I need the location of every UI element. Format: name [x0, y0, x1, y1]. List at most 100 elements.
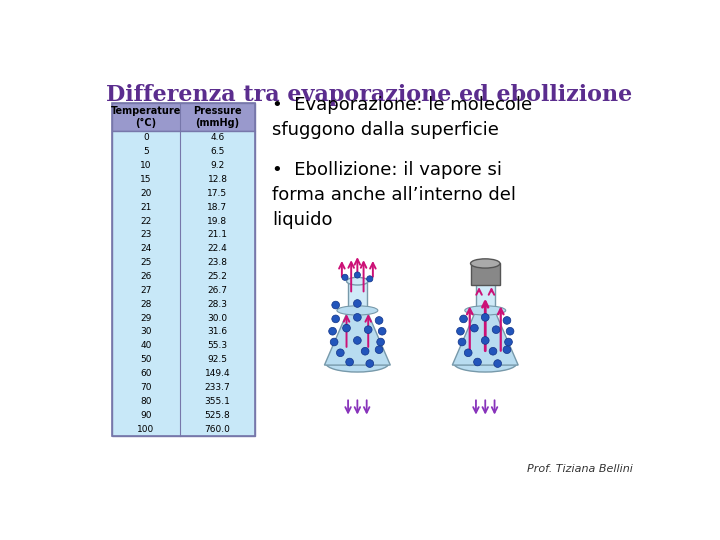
Text: 525.8: 525.8: [204, 410, 230, 420]
Circle shape: [342, 274, 348, 280]
Text: 5: 5: [143, 147, 148, 156]
Ellipse shape: [337, 306, 378, 315]
Text: 17.5: 17.5: [207, 189, 228, 198]
Text: Pressure
(mmHg): Pressure (mmHg): [193, 106, 242, 129]
Text: 15: 15: [140, 175, 151, 184]
Circle shape: [330, 338, 338, 346]
Text: •  Evaporazione: le molecole
sfuggono dalla superficie: • Evaporazione: le molecole sfuggono dal…: [272, 96, 532, 139]
Text: 24: 24: [140, 244, 151, 253]
Text: 22: 22: [140, 217, 151, 226]
Text: 90: 90: [140, 410, 151, 420]
Text: 50: 50: [140, 355, 151, 364]
Text: 20: 20: [140, 189, 151, 198]
Circle shape: [354, 314, 361, 321]
Circle shape: [332, 315, 340, 323]
Polygon shape: [452, 310, 518, 365]
Circle shape: [378, 327, 386, 335]
Bar: [348, 281, 366, 310]
Circle shape: [366, 360, 374, 367]
Circle shape: [336, 349, 344, 356]
Text: 26: 26: [140, 272, 151, 281]
Text: 19.8: 19.8: [207, 217, 228, 226]
Ellipse shape: [346, 278, 368, 285]
Text: 149.4: 149.4: [204, 369, 230, 378]
Ellipse shape: [474, 278, 496, 285]
Circle shape: [503, 316, 510, 325]
Text: 28.3: 28.3: [207, 300, 228, 309]
Circle shape: [332, 301, 340, 309]
Bar: [471, 264, 500, 285]
Circle shape: [364, 326, 372, 334]
Text: 23.8: 23.8: [207, 258, 228, 267]
Text: 22.4: 22.4: [207, 244, 228, 253]
Circle shape: [494, 360, 502, 367]
Circle shape: [506, 327, 514, 335]
Circle shape: [346, 358, 354, 366]
Circle shape: [492, 326, 500, 334]
Circle shape: [505, 338, 513, 346]
Text: Differenza tra evaporazione ed ebollizione: Differenza tra evaporazione ed ebollizio…: [106, 84, 632, 106]
Circle shape: [474, 358, 482, 366]
Circle shape: [464, 349, 472, 356]
Text: Prof. Tiziana Bellini: Prof. Tiziana Bellini: [526, 464, 632, 475]
Text: 80: 80: [140, 397, 151, 406]
Text: 27: 27: [140, 286, 151, 295]
Circle shape: [456, 327, 464, 335]
Text: 0: 0: [143, 133, 148, 143]
Text: 12.8: 12.8: [207, 175, 228, 184]
Ellipse shape: [326, 355, 389, 372]
Ellipse shape: [454, 355, 516, 372]
Text: 31.6: 31.6: [207, 327, 228, 336]
Bar: [112, 103, 255, 131]
Text: 70: 70: [140, 383, 151, 392]
Bar: [112, 131, 255, 436]
Text: 25.2: 25.2: [207, 272, 228, 281]
Text: 55.3: 55.3: [207, 341, 228, 350]
Text: 30.0: 30.0: [207, 314, 228, 322]
Bar: [476, 281, 495, 310]
Text: 25: 25: [140, 258, 151, 267]
Circle shape: [377, 338, 384, 346]
Text: •  Ebollizione: il vapore si
forma anche all’interno del
liquido: • Ebollizione: il vapore si forma anche …: [272, 161, 516, 229]
Ellipse shape: [465, 306, 505, 315]
Circle shape: [375, 316, 383, 325]
Text: 10: 10: [140, 161, 151, 170]
Text: 18.7: 18.7: [207, 202, 228, 212]
Text: 9.2: 9.2: [210, 161, 225, 170]
Circle shape: [458, 338, 466, 346]
Text: 760.0: 760.0: [204, 424, 230, 434]
Text: Temperature
(°C): Temperature (°C): [111, 106, 181, 129]
Circle shape: [375, 346, 383, 354]
Circle shape: [503, 346, 510, 354]
Text: 40: 40: [140, 341, 151, 350]
Bar: [112, 103, 255, 436]
Text: 21: 21: [140, 202, 151, 212]
Circle shape: [459, 315, 467, 323]
Polygon shape: [325, 310, 390, 365]
Circle shape: [361, 347, 369, 355]
Circle shape: [354, 272, 361, 278]
Text: 6.5: 6.5: [210, 147, 225, 156]
Text: 4.6: 4.6: [210, 133, 225, 143]
Text: 23: 23: [140, 231, 151, 239]
Text: 60: 60: [140, 369, 151, 378]
Text: 26.7: 26.7: [207, 286, 228, 295]
Text: 100: 100: [138, 424, 154, 434]
Text: 233.7: 233.7: [204, 383, 230, 392]
Text: 29: 29: [140, 314, 151, 322]
Text: 21.1: 21.1: [207, 231, 228, 239]
Circle shape: [482, 336, 489, 345]
Text: 92.5: 92.5: [207, 355, 228, 364]
Circle shape: [482, 314, 489, 321]
Circle shape: [354, 300, 361, 307]
Text: 28: 28: [140, 300, 151, 309]
Ellipse shape: [471, 259, 500, 268]
Circle shape: [354, 336, 361, 345]
Text: 30: 30: [140, 327, 151, 336]
Circle shape: [329, 327, 336, 335]
Text: 355.1: 355.1: [204, 397, 230, 406]
Circle shape: [471, 325, 478, 332]
Circle shape: [366, 276, 373, 282]
Circle shape: [343, 325, 351, 332]
Circle shape: [489, 347, 497, 355]
